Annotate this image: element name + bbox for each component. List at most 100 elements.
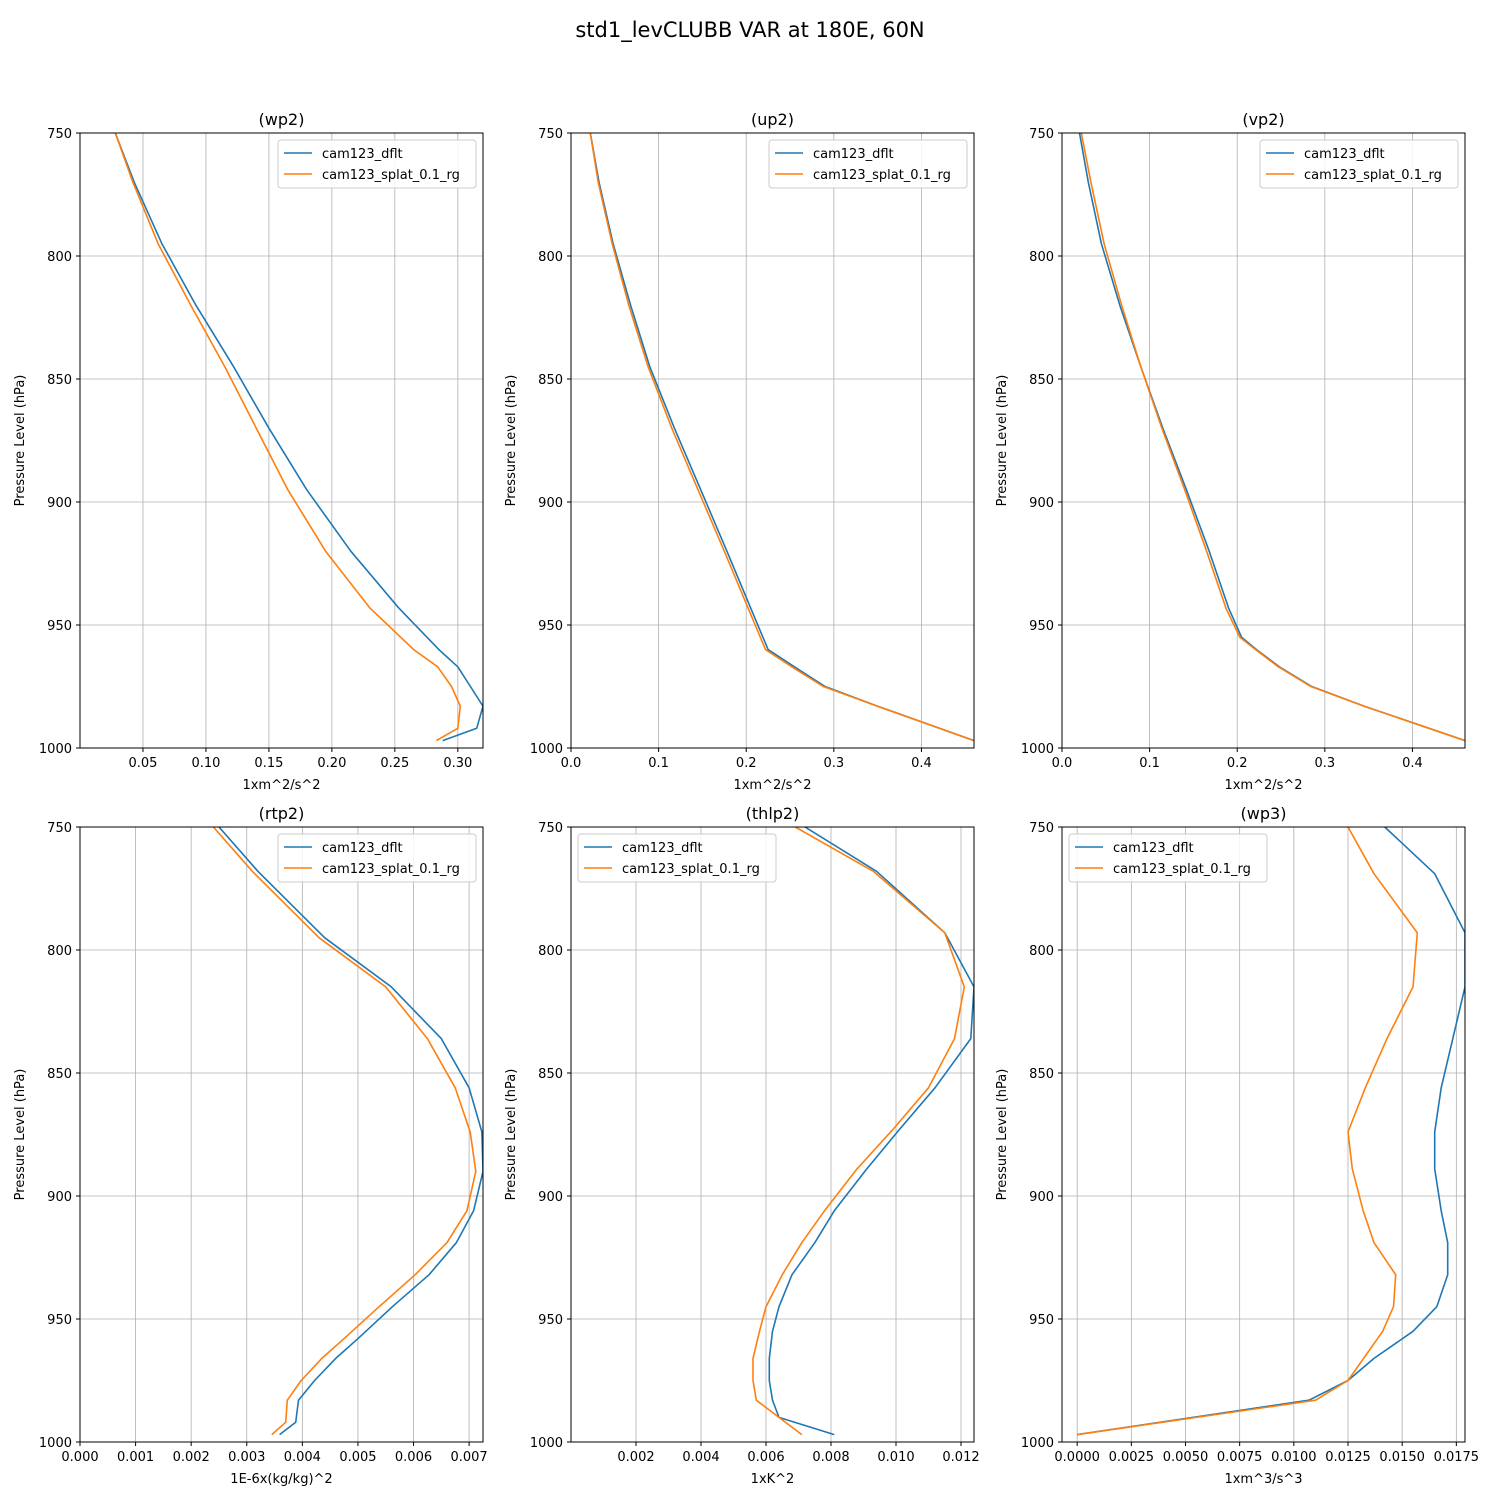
legend-label-cam123_splat_0.1_rg: cam123_splat_0.1_rg (322, 862, 460, 877)
y-tick-label: 950 (1029, 1313, 1054, 1328)
x-tick-label: 0.0000 (1054, 1450, 1100, 1465)
y-axis-label: Pressure Level (hPa) (504, 1069, 519, 1201)
x-tick-label: 0.30 (443, 756, 472, 771)
subplot-title: (up2) (751, 110, 794, 129)
grid (570, 132, 974, 749)
x-tick-label: 0.010 (877, 1450, 914, 1465)
y-tick-label: 850 (1029, 1067, 1054, 1082)
subplot-title: (thlp2) (746, 804, 800, 823)
y-tick-label: 950 (1029, 619, 1054, 634)
legend-box (277, 139, 477, 189)
y-axis-label: Pressure Level (hPa) (995, 375, 1010, 507)
series-group (1077, 827, 1465, 1436)
x-tick-label: 0.15 (254, 756, 283, 771)
x-tick-label: 0.008 (812, 1450, 849, 1465)
y-tick-label: 800 (1029, 944, 1054, 959)
y-tick-label: 750 (538, 127, 563, 142)
x-axis-label: 1xK^2 (751, 1472, 795, 1487)
series-group (212, 827, 483, 1436)
legend-box (1259, 139, 1459, 189)
x-tick-label: 0.006 (395, 1450, 432, 1465)
subplot-5: 0.002 0.004 0.006 0.008 0.010 0.012 750 800 850 9… (504, 804, 980, 1487)
series-line-cam123_dflt (114, 133, 483, 742)
x-tick-label: 0.005 (339, 1450, 376, 1465)
y-tick-label: 800 (538, 944, 563, 959)
series-line-cam123_dflt (768, 827, 974, 1436)
x-tick-label: 0.3 (1314, 756, 1335, 771)
x-tick-label: 0.0150 (1379, 1450, 1425, 1465)
subplot-title: (wp2) (259, 110, 305, 129)
y-tick-label: 750 (47, 127, 72, 142)
x-tick-label: 0.4 (1402, 756, 1423, 771)
y-tick-label: 850 (47, 373, 72, 388)
subplot-6: 0.0000 0.0025 0.0050 0.0075 0.0100 0.0125 0.01… (995, 804, 1479, 1487)
figure-title: std1_levCLUBB VAR at 180E, 60N (575, 18, 924, 43)
subplot-title: (wp3) (1241, 804, 1287, 823)
series-group (1078, 133, 1465, 742)
y-tick-label: 850 (1029, 373, 1054, 388)
x-tick-label: 0.0125 (1325, 1450, 1371, 1465)
legend: cam123_dflt cam123_splat_0.1_rg (1259, 139, 1459, 189)
x-tick-label: 0.004 (284, 1450, 321, 1465)
y-tick-label: 950 (538, 1313, 563, 1328)
y-tick-label: 750 (538, 821, 563, 836)
series-line-cam123_splat_0.1_rg (114, 133, 462, 742)
legend: cam123_dflt cam123_splat_0.1_rg (277, 833, 477, 883)
x-tick-label: 0.0075 (1217, 1450, 1263, 1465)
x-tick-label: 0.3 (823, 756, 844, 771)
y-tick-label: 750 (1029, 127, 1054, 142)
x-axis-label: 1xm^2/s^2 (242, 778, 320, 793)
y-axis-label: Pressure Level (hPa) (13, 1069, 28, 1201)
axes-frame (570, 826, 975, 1443)
y-tick-label: 900 (1029, 1190, 1054, 1205)
axes-frame (79, 132, 484, 749)
x-tick-label: 0.0050 (1163, 1450, 1209, 1465)
y-tick-label: 1000 (39, 1436, 72, 1451)
x-tick-label: 0.20 (317, 756, 346, 771)
axes-frame (570, 132, 975, 749)
y-axis-label: Pressure Level (hPa) (995, 1069, 1010, 1201)
x-axis-label: 1xm^2/s^2 (733, 778, 811, 793)
grid (79, 826, 483, 1443)
series-line-cam123_splat_0.1_rg (1077, 827, 1419, 1436)
grid (1062, 826, 1465, 1443)
series-line-cam123_splat_0.1_rg (752, 827, 966, 1436)
y-axis-label: Pressure Level (hPa) (13, 375, 28, 507)
legend-label-cam123_dflt: cam123_dflt (322, 841, 403, 856)
x-tick-label: 0.0025 (1109, 1450, 1155, 1465)
x-tick-label: 0.4 (911, 756, 932, 771)
legend-box (277, 833, 477, 883)
series-line-cam123_splat_0.1_rg (589, 133, 974, 742)
x-axis-label: 1xm^2/s^2 (1224, 778, 1302, 793)
legend-label-cam123_dflt: cam123_dflt (1304, 147, 1385, 162)
legend-box (768, 139, 968, 189)
y-tick-label: 800 (538, 250, 563, 265)
y-tick-label: 1000 (39, 742, 72, 757)
x-tick-label: 0.25 (380, 756, 409, 771)
y-tick-label: 750 (47, 821, 72, 836)
y-tick-label: 1000 (1021, 742, 1054, 757)
x-tick-label: 0.006 (747, 1450, 784, 1465)
y-tick-label: 900 (47, 1190, 72, 1205)
y-tick-label: 900 (47, 496, 72, 511)
x-tick-label: 0.0 (561, 756, 582, 771)
y-tick-label: 950 (47, 619, 72, 634)
x-tick-label: 0.1 (648, 756, 669, 771)
x-tick-label: 0.05 (128, 756, 157, 771)
legend-box (1068, 833, 1268, 883)
x-tick-label: 0.007 (450, 1450, 487, 1465)
subplot-3: 0.0 0.1 0.2 0.3 0.4 750 800 850 900 950 1000 (vp2) 1… (995, 110, 1466, 793)
x-tick-label: 0.10 (191, 756, 220, 771)
x-axis-label: 1E-6x(kg/kg)^2 (230, 1472, 332, 1487)
subplot-1: 0.05 0.10 0.15 0.20 0.25 0.30 750 800 850 900 950 1… (13, 110, 484, 793)
y-tick-label: 750 (1029, 821, 1054, 836)
legend: cam123_dflt cam123_splat_0.1_rg (1068, 833, 1268, 883)
subplots: 0.05 0.10 0.15 0.20 0.25 0.30 750 800 850 900 950 1… (13, 110, 1479, 1487)
series-line-cam123_dflt (218, 827, 483, 1436)
legend-label-cam123_splat_0.1_rg: cam123_splat_0.1_rg (322, 168, 460, 183)
y-tick-label: 1000 (530, 742, 563, 757)
x-tick-label: 0.0100 (1271, 1450, 1317, 1465)
series-group (114, 133, 483, 742)
y-tick-label: 950 (47, 1313, 72, 1328)
